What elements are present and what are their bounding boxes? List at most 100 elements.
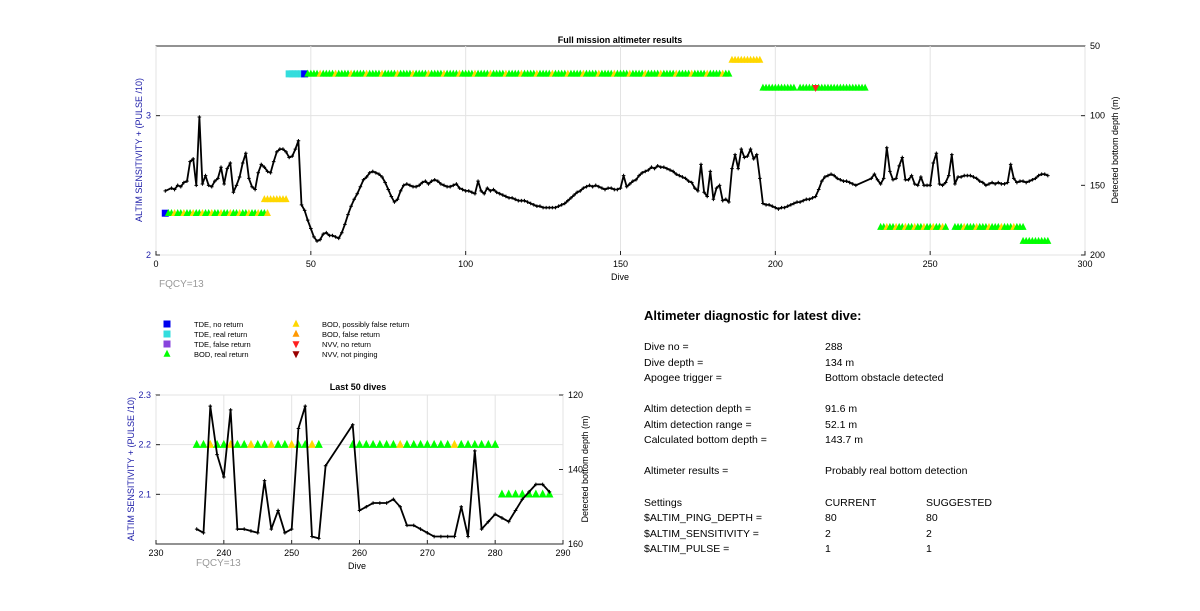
x-tick-label: 0: [153, 259, 158, 269]
depth-point: [222, 475, 226, 479]
depth-point: [996, 180, 1001, 185]
depth-point: [309, 226, 313, 231]
calc-depth-value: 143.7 m: [825, 434, 863, 446]
depth-point: [1008, 162, 1013, 167]
depth-point: [971, 175, 976, 179]
status-marker: [450, 439, 459, 448]
bottom-x-axis-label: Dive: [348, 561, 366, 571]
depth-point: [201, 531, 206, 535]
depth-point: [522, 198, 527, 203]
depth-point: [346, 212, 350, 217]
legend-marker: [163, 349, 171, 357]
status-marker: [812, 85, 820, 92]
depth-point: [1011, 176, 1016, 181]
legend-label: TDE, false return: [194, 340, 251, 349]
legend-label: TDE, real return: [194, 330, 247, 339]
depth-point: [804, 197, 809, 202]
depth-point: [237, 175, 242, 179]
legend-marker: [292, 341, 300, 349]
dive-depth-label: Dive depth =: [644, 357, 704, 369]
depth-point: [507, 196, 511, 200]
depth-point: [169, 186, 174, 190]
status-marker: [375, 439, 384, 448]
depth-point: [391, 497, 396, 502]
depth-point: [200, 182, 205, 186]
depth-point: [813, 194, 818, 199]
depth-point: [206, 183, 211, 188]
status-marker: [1019, 222, 1027, 230]
depth-point: [652, 166, 657, 171]
depth-point: [377, 172, 381, 176]
depth-point: [384, 501, 389, 505]
depth-point: [175, 183, 180, 188]
dive-no-label: Dive no =: [644, 341, 689, 353]
depth-point: [281, 147, 285, 151]
depth-point: [819, 179, 824, 183]
legend-label: NVV, not pinging: [322, 350, 378, 359]
depth-point: [290, 154, 295, 158]
depth-point: [785, 204, 790, 209]
depth-point: [959, 175, 963, 179]
depth-point: [262, 478, 267, 483]
depth-point: [714, 186, 719, 190]
depth-point: [962, 173, 967, 178]
depth-point: [928, 183, 932, 188]
depth-point: [417, 183, 422, 188]
bottom-fqcy-annotation: FQCY=13: [196, 558, 241, 569]
y-right-tick-label: 120: [568, 390, 583, 400]
depth-point: [315, 239, 319, 243]
depth-point: [513, 197, 518, 202]
depth-point: [364, 175, 369, 179]
depth-point: [1002, 182, 1007, 186]
depth-point: [520, 497, 525, 502]
depth-point: [355, 191, 360, 196]
depth-point: [235, 527, 240, 531]
depth-point: [283, 531, 287, 535]
altim-depth-value: 91.6 m: [825, 403, 858, 415]
depth-point: [459, 504, 464, 509]
y-right-tick-label: 160: [568, 539, 583, 549]
depth-point: [426, 182, 431, 186]
depth-point: [559, 203, 564, 207]
depth-point: [990, 180, 994, 185]
x-tick-label: 290: [555, 548, 570, 558]
legend-label: BOD, real return: [194, 350, 249, 359]
depth-point: [717, 183, 722, 188]
depth-point: [773, 205, 778, 210]
calc-depth-label: Calculated bottom depth =: [644, 434, 767, 446]
depth-point: [194, 183, 199, 188]
depth-point: [513, 508, 518, 513]
dive-depth-value: 134 m: [825, 357, 855, 369]
depth-point: [336, 236, 341, 241]
depth-point: [501, 193, 505, 197]
depth-point: [442, 183, 446, 188]
depth-point: [486, 519, 491, 524]
altim-range-label: Altim detection range =: [644, 419, 752, 431]
status-marker: [192, 439, 201, 448]
depth-point: [556, 204, 561, 209]
depth-point: [454, 182, 459, 186]
depth-point: [182, 180, 186, 185]
depth-point: [197, 115, 202, 119]
depth-point: [1015, 180, 1019, 185]
status-marker: [409, 439, 418, 448]
results-value: Probably real bottom detection: [825, 465, 968, 477]
depth-point: [624, 184, 629, 189]
depth-point: [816, 187, 821, 192]
depth-point: [1018, 179, 1022, 183]
x-tick-label: 250: [923, 259, 938, 269]
depth-point: [590, 184, 595, 189]
legend-marker: [163, 330, 171, 338]
status-marker: [942, 222, 950, 230]
depth-point: [357, 508, 362, 513]
depth-point: [423, 179, 428, 183]
depth-point: [727, 200, 731, 204]
depth-point: [262, 165, 267, 170]
depth-point: [1039, 172, 1044, 176]
depth-point: [584, 184, 589, 189]
y-right-tick-label: 50: [1090, 41, 1100, 51]
status-marker: [382, 439, 391, 448]
depth-point: [668, 168, 672, 172]
